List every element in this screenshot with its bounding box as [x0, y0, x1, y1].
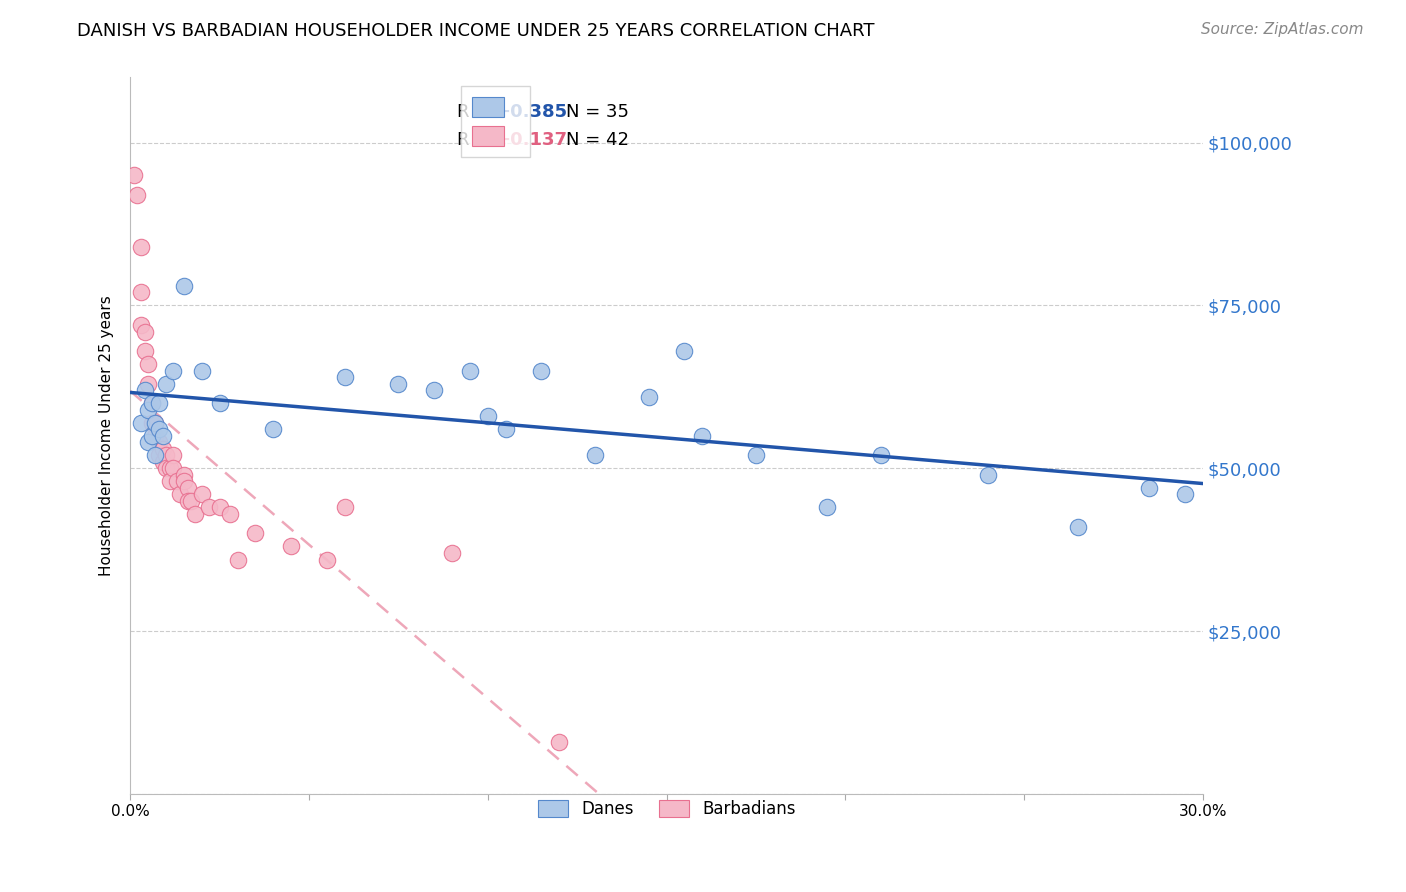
Point	[136, 435, 159, 450]
Point	[162, 363, 184, 377]
Point	[1137, 481, 1160, 495]
Point	[333, 500, 356, 515]
Point	[387, 376, 409, 391]
Point	[977, 467, 1000, 482]
Point	[477, 409, 499, 424]
Point	[280, 540, 302, 554]
Point	[173, 475, 195, 489]
Point	[143, 416, 166, 430]
Point	[152, 442, 174, 456]
Point	[692, 428, 714, 442]
Point	[129, 240, 152, 254]
Point	[583, 448, 606, 462]
Point	[817, 500, 839, 515]
Point	[141, 396, 163, 410]
Text: N = 42: N = 42	[543, 131, 630, 149]
Point	[134, 325, 156, 339]
Text: −0.385: −0.385	[495, 103, 567, 120]
Point	[155, 376, 177, 391]
Point	[173, 467, 195, 482]
Point	[143, 416, 166, 430]
Text: DANISH VS BARBADIAN HOUSEHOLDER INCOME UNDER 25 YEARS CORRELATION CHART: DANISH VS BARBADIAN HOUSEHOLDER INCOME U…	[77, 22, 875, 40]
Point	[173, 279, 195, 293]
Point	[245, 526, 267, 541]
Point	[152, 428, 174, 442]
Point	[141, 416, 163, 430]
Point	[458, 363, 481, 377]
Point	[441, 546, 464, 560]
Point	[122, 168, 145, 182]
Text: Source: ZipAtlas.com: Source: ZipAtlas.com	[1201, 22, 1364, 37]
Point	[155, 448, 177, 462]
Point	[180, 494, 202, 508]
Point	[316, 552, 339, 566]
Point	[141, 396, 163, 410]
Point	[495, 422, 517, 436]
Point	[143, 448, 166, 462]
Point	[162, 448, 184, 462]
Point	[141, 428, 163, 442]
Point	[148, 448, 170, 462]
Point	[159, 461, 181, 475]
Point	[136, 376, 159, 391]
Point	[333, 370, 356, 384]
Point	[169, 487, 191, 501]
Point	[129, 318, 152, 332]
Point	[191, 363, 214, 377]
Point	[226, 552, 249, 566]
Point	[1067, 520, 1090, 534]
Point	[423, 383, 446, 397]
Y-axis label: Householder Income Under 25 years: Householder Income Under 25 years	[100, 295, 114, 576]
Point	[148, 422, 170, 436]
Point	[183, 507, 205, 521]
Point	[1174, 487, 1197, 501]
Point	[176, 481, 198, 495]
Text: −0.137: −0.137	[495, 131, 567, 149]
Point	[198, 500, 221, 515]
Point	[208, 500, 231, 515]
Point	[148, 396, 170, 410]
Point	[134, 383, 156, 397]
Point	[637, 390, 659, 404]
Point	[136, 402, 159, 417]
Point	[208, 396, 231, 410]
Point	[129, 285, 152, 300]
Point	[262, 422, 284, 436]
Point	[219, 507, 242, 521]
Point	[155, 461, 177, 475]
Text: N = 35: N = 35	[543, 103, 630, 120]
Point	[166, 475, 188, 489]
Text: R =: R =	[457, 103, 496, 120]
Point	[162, 461, 184, 475]
Point	[159, 475, 181, 489]
Point	[673, 344, 696, 359]
Point	[530, 363, 553, 377]
Point	[870, 448, 893, 462]
Point	[745, 448, 768, 462]
Point	[136, 357, 159, 371]
Point	[143, 428, 166, 442]
Point	[134, 344, 156, 359]
Text: R =: R =	[457, 131, 496, 149]
Point	[191, 487, 214, 501]
Point	[127, 187, 149, 202]
Point	[548, 735, 571, 749]
Point	[152, 455, 174, 469]
Point	[176, 494, 198, 508]
Point	[129, 416, 152, 430]
Point	[148, 435, 170, 450]
Legend: Danes, Barbadians: Danes, Barbadians	[531, 794, 801, 825]
